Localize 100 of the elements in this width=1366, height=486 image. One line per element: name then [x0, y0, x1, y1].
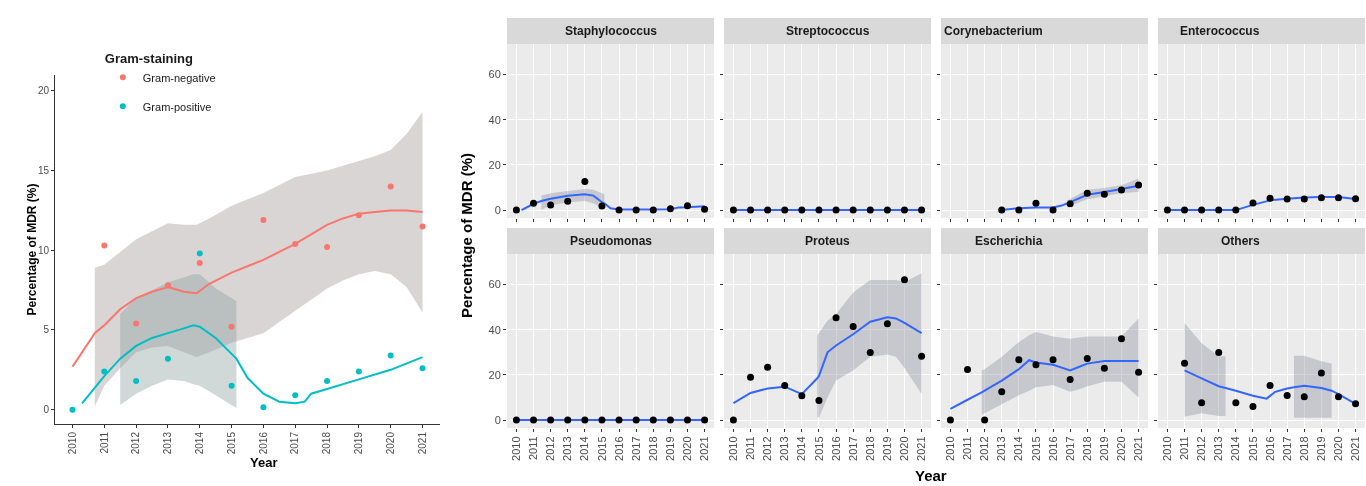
point: [581, 178, 589, 186]
point: [729, 416, 737, 424]
y-tick-label: 0: [43, 404, 50, 416]
point: [1266, 382, 1274, 390]
point: [324, 244, 331, 251]
x-tick-label: 2014: [1229, 436, 1242, 461]
point: [196, 250, 203, 257]
x-tick-label: 2018: [646, 436, 659, 461]
point: [1283, 195, 1291, 203]
y-tick-label: 60: [488, 68, 501, 81]
x-tick-label: 2020: [384, 431, 396, 455]
x-tick-label: 2011: [1178, 436, 1191, 461]
point: [260, 217, 267, 224]
point: [598, 202, 606, 210]
x-tick-label: 2012: [544, 436, 557, 461]
point: [764, 363, 772, 371]
y-tick-label: 40: [488, 323, 501, 336]
y-tick-label: 20: [488, 368, 501, 381]
point: [133, 377, 140, 384]
x-axis-title: Year: [915, 467, 947, 484]
x-tick-label: 2016: [257, 431, 269, 455]
x-tick-label: 2020: [898, 436, 911, 461]
point: [387, 183, 394, 190]
x-tick-label: 2021: [698, 436, 711, 461]
line-series: [81, 324, 424, 405]
point: [1083, 189, 1091, 197]
x-tick-label: 2021: [1349, 436, 1362, 461]
chart-title: Others: [1221, 234, 1260, 248]
y-tick-label: 10: [37, 244, 50, 256]
point: [1181, 359, 1189, 367]
point: [1317, 369, 1325, 377]
x-tick-label: 2020: [681, 436, 694, 461]
x-tick-label: 2013: [995, 436, 1008, 461]
x-tick-label: 2017: [1280, 436, 1293, 461]
x-tick-label: 2012: [978, 436, 991, 461]
point: [1100, 190, 1108, 198]
x-tick-label: 2016: [1263, 436, 1276, 461]
x-tick-label: 2021: [915, 436, 928, 461]
x-tick-label: 2016: [612, 436, 625, 461]
x-tick-label: 2014: [194, 431, 206, 455]
point: [355, 368, 362, 375]
x-tick-label: 2015: [225, 431, 237, 455]
point: [228, 382, 235, 389]
point: [1198, 399, 1206, 407]
point: [1300, 393, 1308, 401]
point: [964, 365, 972, 373]
x-tick-label: 2017: [629, 436, 642, 461]
legend-label: Gram-negative: [142, 71, 216, 84]
x-tick-label: 2010: [509, 436, 522, 461]
y-axis-title: Percentage of MDR (%): [458, 152, 475, 318]
point: [649, 206, 657, 214]
point: [1283, 391, 1291, 399]
x-tick-label: 2010: [726, 436, 739, 461]
point: [1198, 206, 1206, 214]
x-tick-label: 2018: [321, 431, 333, 455]
x-tick-label: 2019: [663, 436, 676, 461]
x-tick-label: 2010: [943, 436, 956, 461]
chart-title: Staphylococcus: [565, 24, 658, 38]
point: [998, 388, 1006, 396]
point: [1249, 199, 1257, 207]
x-tick-label: 2020: [1115, 436, 1128, 461]
x-tick-label: 2012: [761, 436, 774, 461]
point: [69, 406, 76, 413]
y-tick-label: 0: [494, 203, 501, 216]
point: [1232, 399, 1240, 407]
point: [981, 416, 989, 424]
point: [998, 206, 1006, 214]
point: [1117, 335, 1125, 343]
point: [292, 392, 299, 399]
point: [387, 352, 394, 359]
point: [1215, 206, 1223, 214]
x-tick-label: 2011: [527, 436, 540, 461]
point: [1266, 194, 1274, 202]
chart-title: Pseudomonas: [570, 234, 653, 248]
point: [101, 368, 108, 375]
point: [849, 323, 857, 331]
point: [324, 377, 331, 384]
point: [946, 416, 954, 424]
x-tick-label: 2014: [795, 436, 808, 461]
point: [1049, 356, 1057, 364]
chart-title: Escherichia: [975, 234, 1043, 248]
x-tick-label: 2019: [880, 436, 893, 461]
point: [564, 197, 572, 205]
x-tick-label: 2011: [744, 436, 757, 461]
point: [133, 320, 140, 327]
x-tick-label: 2013: [561, 436, 574, 461]
point: [419, 365, 426, 372]
x-tick-label: 2010: [1160, 436, 1173, 461]
x-tick-label: 2014: [578, 436, 591, 461]
point: [1032, 199, 1040, 207]
point: [1163, 206, 1171, 214]
x-tick-label: 2015: [812, 436, 825, 461]
y-tick-label: 60: [488, 278, 501, 291]
y-tick-label: 5: [43, 324, 50, 336]
point: [1135, 368, 1143, 376]
x-tick-label: 2012: [130, 431, 142, 455]
point: [228, 323, 235, 330]
x-axis-title: Year: [250, 455, 278, 470]
x-tick-label: 2013: [162, 431, 174, 455]
y-tick-label: 15: [37, 165, 50, 177]
